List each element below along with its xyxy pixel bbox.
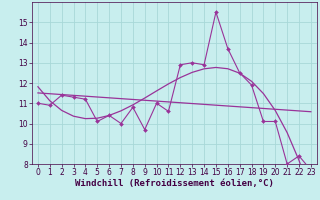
X-axis label: Windchill (Refroidissement éolien,°C): Windchill (Refroidissement éolien,°C)	[75, 179, 274, 188]
